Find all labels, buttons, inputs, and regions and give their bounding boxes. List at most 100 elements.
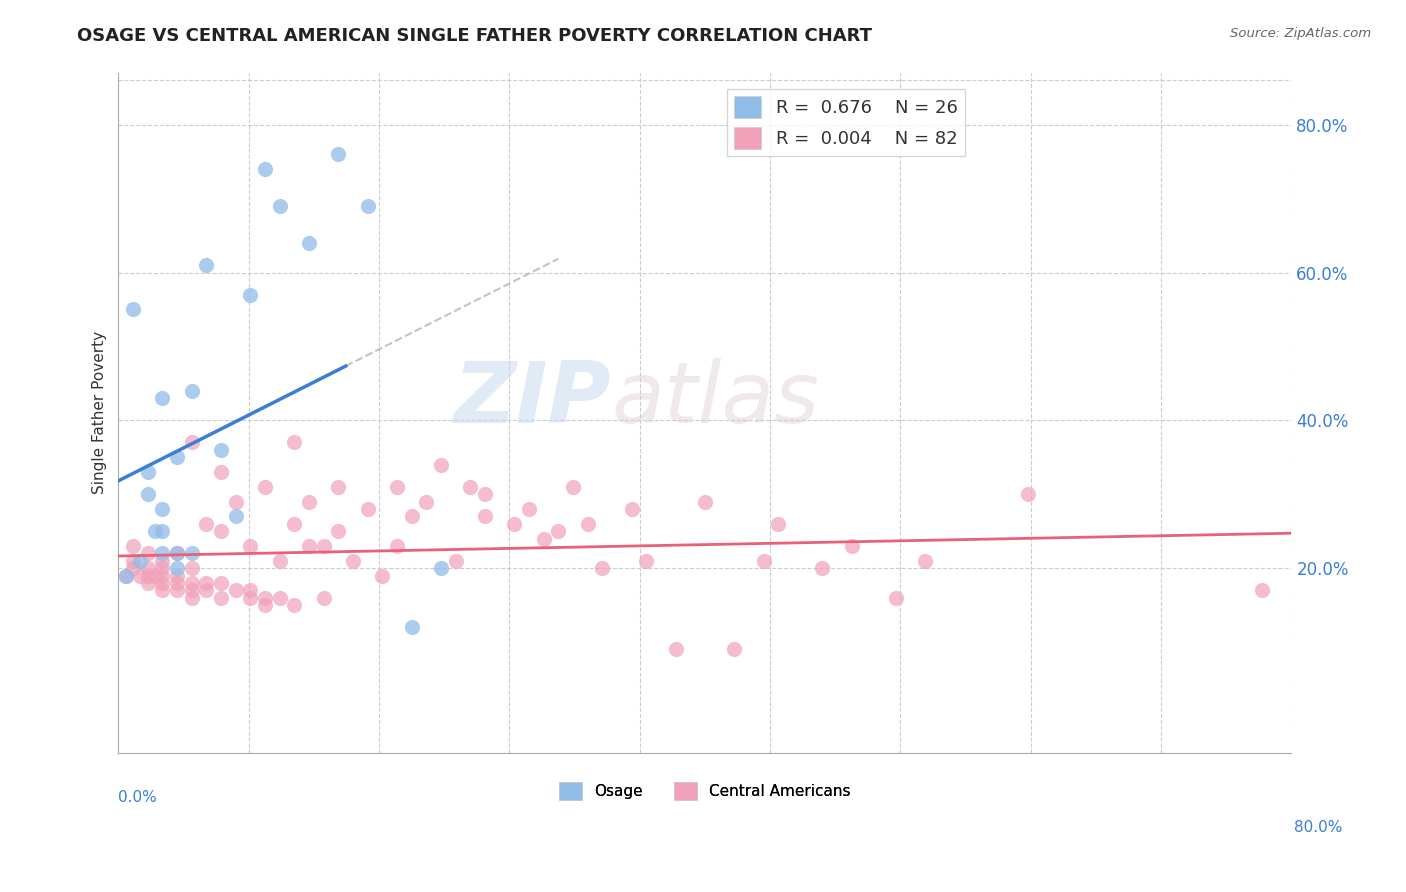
Text: 80.0%: 80.0%: [1295, 821, 1343, 835]
Point: [239, 287, 262, 301]
Point: [209, 575, 232, 590]
Point: [298, 539, 321, 553]
Point: [225, 509, 247, 524]
Point: [401, 509, 423, 524]
Point: [166, 561, 188, 575]
Point: [283, 598, 305, 612]
Point: [122, 539, 145, 553]
Point: [547, 524, 569, 538]
Point: [269, 199, 291, 213]
Point: [841, 539, 863, 553]
Point: [136, 465, 159, 479]
Point: [254, 598, 277, 612]
Text: 0.0%: 0.0%: [118, 790, 157, 805]
Point: [122, 554, 145, 568]
Point: [114, 568, 136, 582]
Point: [503, 516, 526, 531]
Point: [136, 568, 159, 582]
Point: [152, 391, 174, 405]
Point: [166, 568, 188, 582]
Point: [371, 568, 394, 582]
Point: [129, 554, 152, 568]
Point: [239, 591, 262, 605]
Text: atlas: atlas: [612, 358, 820, 441]
Point: [195, 575, 218, 590]
Text: Source: ZipAtlas.com: Source: ZipAtlas.com: [1230, 27, 1371, 40]
Point: [1251, 583, 1274, 598]
Point: [533, 532, 555, 546]
Text: ZIP: ZIP: [454, 358, 612, 441]
Point: [312, 539, 335, 553]
Point: [209, 442, 232, 457]
Point: [122, 561, 145, 575]
Point: [143, 568, 166, 582]
Point: [143, 524, 166, 538]
Point: [152, 554, 174, 568]
Point: [180, 384, 202, 398]
Point: [136, 487, 159, 501]
Point: [209, 465, 232, 479]
Point: [884, 591, 907, 605]
Point: [385, 539, 408, 553]
Point: [591, 561, 613, 575]
Point: [180, 561, 202, 575]
Point: [312, 591, 335, 605]
Point: [811, 561, 834, 575]
Point: [136, 561, 159, 575]
Point: [620, 502, 643, 516]
Point: [254, 480, 277, 494]
Point: [195, 583, 218, 598]
Point: [328, 480, 350, 494]
Point: [385, 480, 408, 494]
Point: [342, 554, 364, 568]
Point: [152, 568, 174, 582]
Point: [122, 302, 145, 317]
Point: [283, 435, 305, 450]
Text: OSAGE VS CENTRAL AMERICAN SINGLE FATHER POVERTY CORRELATION CHART: OSAGE VS CENTRAL AMERICAN SINGLE FATHER …: [77, 27, 872, 45]
Point: [166, 583, 188, 598]
Point: [209, 524, 232, 538]
Point: [444, 554, 467, 568]
Point: [152, 524, 174, 538]
Point: [209, 591, 232, 605]
Point: [357, 199, 380, 213]
Point: [562, 480, 585, 494]
Point: [114, 568, 136, 582]
Point: [752, 554, 775, 568]
Point: [225, 494, 247, 508]
Point: [269, 591, 291, 605]
Point: [152, 583, 174, 598]
Point: [298, 235, 321, 250]
Point: [328, 147, 350, 161]
Point: [195, 258, 218, 272]
Point: [693, 494, 716, 508]
Point: [474, 509, 496, 524]
Point: [152, 502, 174, 516]
Point: [239, 583, 262, 598]
Point: [665, 642, 688, 657]
Point: [254, 162, 277, 177]
Point: [166, 450, 188, 465]
Point: [768, 516, 790, 531]
Point: [517, 502, 540, 516]
Point: [1017, 487, 1039, 501]
Point: [136, 546, 159, 560]
Point: [152, 561, 174, 575]
Point: [576, 516, 599, 531]
Point: [269, 554, 291, 568]
Point: [152, 546, 174, 560]
Point: [136, 575, 159, 590]
Point: [180, 546, 202, 560]
Y-axis label: Single Father Poverty: Single Father Poverty: [93, 331, 107, 494]
Point: [254, 591, 277, 605]
Point: [239, 539, 262, 553]
Point: [723, 642, 745, 657]
Point: [129, 568, 152, 582]
Point: [357, 502, 380, 516]
Point: [180, 583, 202, 598]
Point: [430, 458, 453, 472]
Point: [401, 620, 423, 634]
Point: [166, 546, 188, 560]
Point: [152, 575, 174, 590]
Point: [283, 516, 305, 531]
